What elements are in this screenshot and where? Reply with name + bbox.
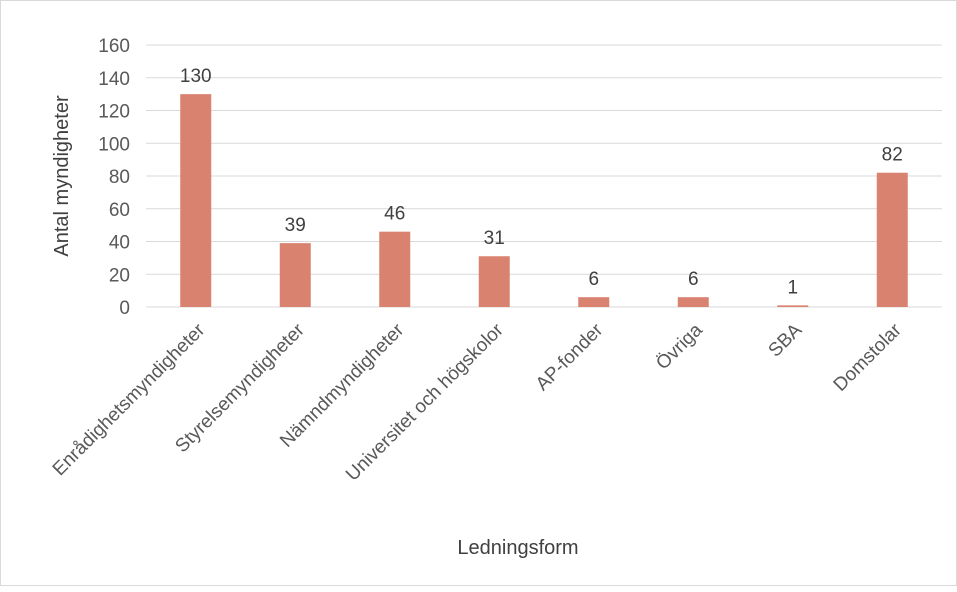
data-label: 130 <box>180 66 212 87</box>
data-label: 82 <box>882 145 903 166</box>
data-label: 6 <box>588 269 599 290</box>
y-tick-label: 0 <box>119 298 130 319</box>
y-tick-label: 40 <box>109 233 130 254</box>
y-tick-label: 20 <box>109 265 130 286</box>
bar-4 <box>578 297 610 307</box>
data-label: 1 <box>787 277 798 298</box>
category-label: SBA <box>765 319 807 361</box>
bar-5 <box>677 297 709 307</box>
bar-6 <box>777 305 809 307</box>
bar-1 <box>279 243 311 307</box>
y-tick-label: 140 <box>98 69 130 90</box>
category-label: Domstolar <box>830 319 907 396</box>
bar-3 <box>478 256 510 307</box>
y-tick-label: 60 <box>109 200 130 221</box>
bar-2 <box>379 231 411 307</box>
bar-0 <box>180 94 212 307</box>
y-axis-ticks: 0 20 40 60 80 100 120 140 160 <box>98 36 130 319</box>
category-label: AP-fonder <box>532 319 608 395</box>
y-tick-label: 120 <box>98 102 130 123</box>
y-tick-label: 100 <box>98 134 130 155</box>
category-label: Universitet och högskolor <box>342 319 508 485</box>
data-labels: 130 39 46 31 6 6 1 82 <box>180 66 903 298</box>
x-axis-title: Ledningsform <box>457 537 578 559</box>
category-label: Övriga <box>652 319 707 374</box>
y-axis-title: Antal myndigheter <box>51 95 73 257</box>
x-axis-categories: EnrådighetsmyndigheterStyrelsemyndighete… <box>49 319 906 485</box>
bar-7 <box>876 172 908 307</box>
y-tick-label: 80 <box>109 167 130 188</box>
gridlines <box>146 44 942 308</box>
bars <box>180 94 908 307</box>
y-tick-label: 160 <box>98 36 130 57</box>
data-label: 6 <box>688 269 699 290</box>
data-label: 31 <box>484 228 505 249</box>
data-label: 39 <box>285 215 306 236</box>
data-label: 46 <box>384 204 405 225</box>
